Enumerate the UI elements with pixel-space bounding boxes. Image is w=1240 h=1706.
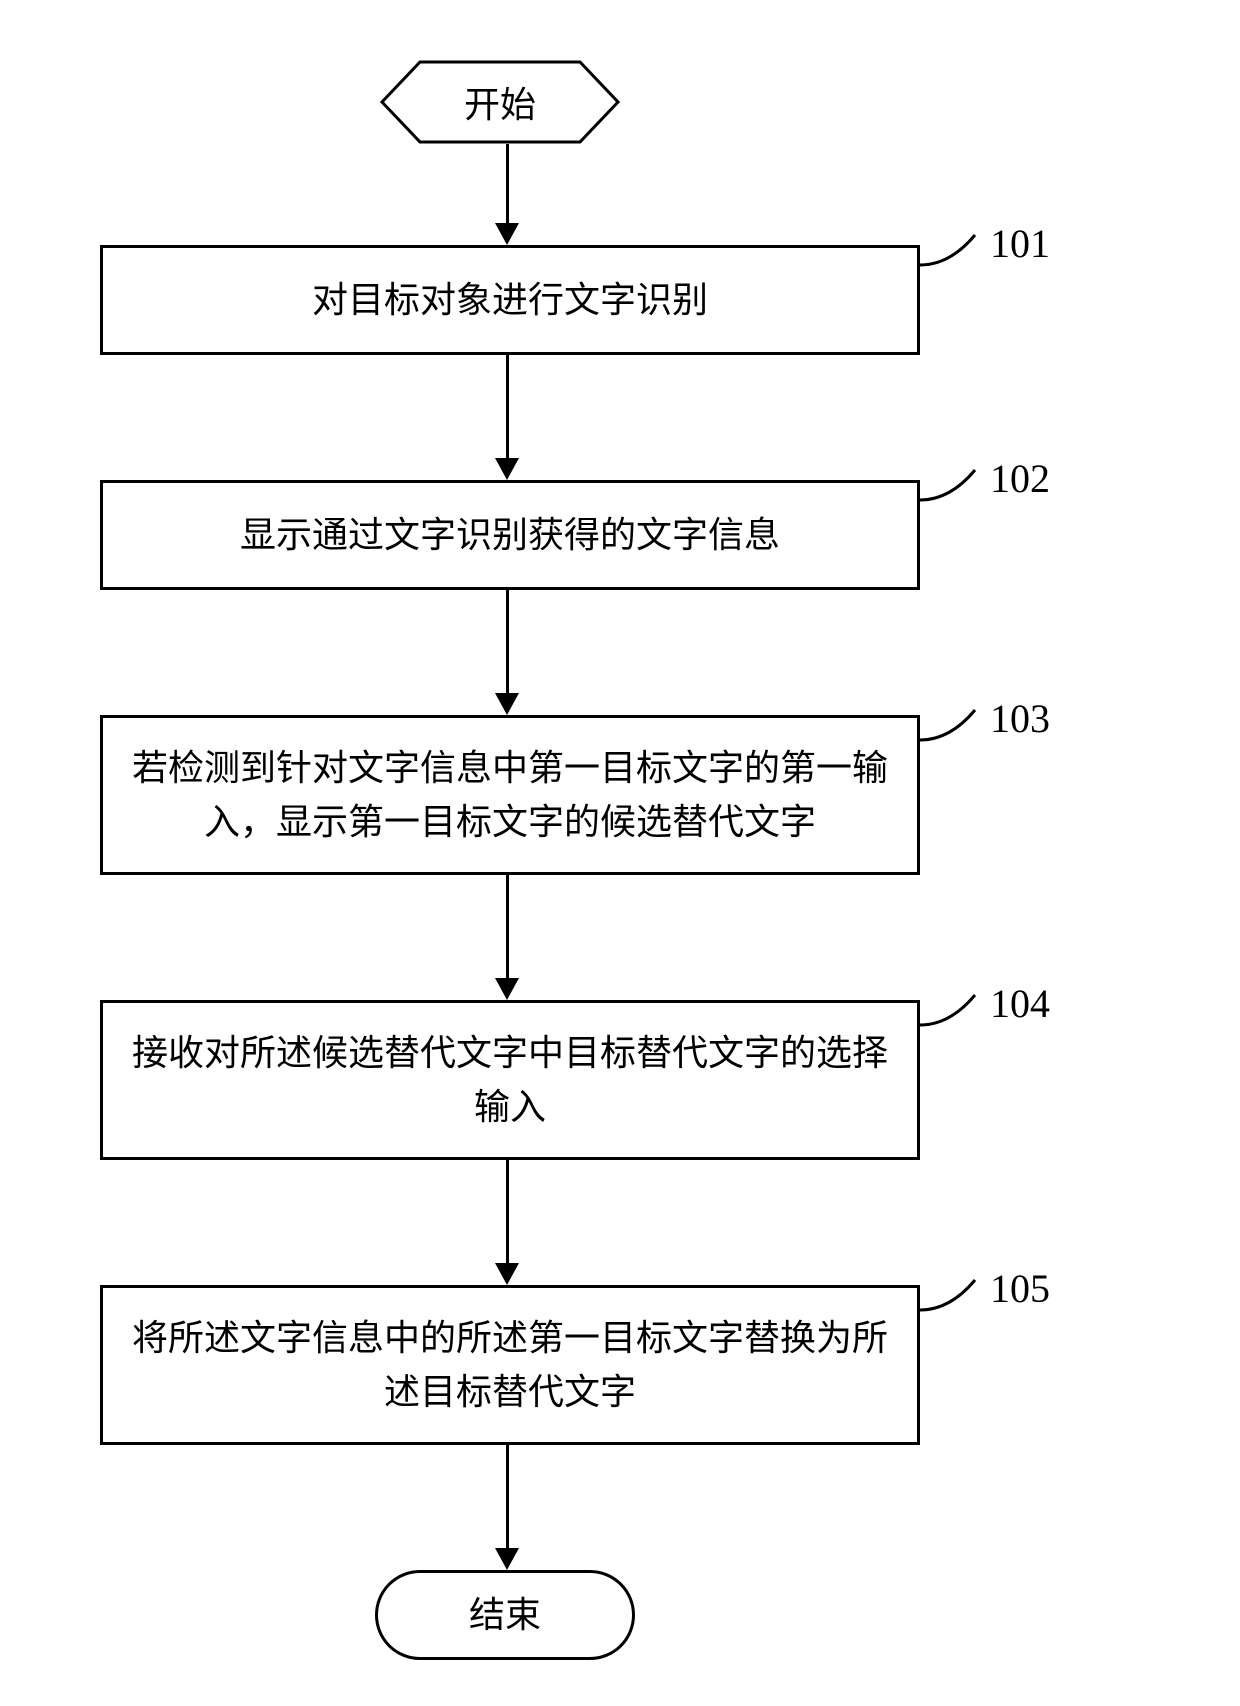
arrowhead-6 xyxy=(495,1548,519,1570)
step-101-box: 对目标对象进行文字识别 xyxy=(100,245,920,355)
edge-104-105 xyxy=(506,1160,509,1265)
label-104: 104 xyxy=(990,980,1050,1027)
label-102: 102 xyxy=(990,455,1050,502)
label-105: 105 xyxy=(990,1265,1050,1312)
callout-101 xyxy=(920,230,990,280)
step-104-box: 接收对所述候选替代文字中目标替代文字的选择输入 xyxy=(100,1000,920,1160)
step-101-text: 对目标对象进行文字识别 xyxy=(312,273,708,327)
start-node: 开始 xyxy=(380,60,620,144)
label-103: 103 xyxy=(990,695,1050,742)
step-102-text: 显示通过文字识别获得的文字信息 xyxy=(240,508,780,562)
edge-start-101 xyxy=(506,144,509,225)
label-101: 101 xyxy=(990,220,1050,267)
step-103-text: 若检测到针对文字信息中第一目标文字的第一输入，显示第一目标文字的候选替代文字 xyxy=(123,741,897,849)
edge-102-103 xyxy=(506,590,509,695)
arrowhead-2 xyxy=(495,458,519,480)
callout-102 xyxy=(920,465,990,515)
callout-105 xyxy=(920,1275,990,1325)
step-102-box: 显示通过文字识别获得的文字信息 xyxy=(100,480,920,590)
edge-101-102 xyxy=(506,355,509,460)
callout-104 xyxy=(920,990,990,1040)
arrowhead-1 xyxy=(495,223,519,245)
step-105-text: 将所述文字信息中的所述第一目标文字替换为所述目标替代文字 xyxy=(123,1311,897,1419)
end-label: 结束 xyxy=(469,1588,541,1642)
step-105-box: 将所述文字信息中的所述第一目标文字替换为所述目标替代文字 xyxy=(100,1285,920,1445)
end-node: 结束 xyxy=(375,1570,635,1660)
edge-105-end xyxy=(506,1445,509,1550)
start-label: 开始 xyxy=(380,60,620,144)
arrowhead-4 xyxy=(495,978,519,1000)
arrowhead-5 xyxy=(495,1263,519,1285)
step-103-box: 若检测到针对文字信息中第一目标文字的第一输入，显示第一目标文字的候选替代文字 xyxy=(100,715,920,875)
step-104-text: 接收对所述候选替代文字中目标替代文字的选择输入 xyxy=(123,1026,897,1134)
arrowhead-3 xyxy=(495,693,519,715)
edge-103-104 xyxy=(506,875,509,980)
callout-103 xyxy=(920,705,990,755)
